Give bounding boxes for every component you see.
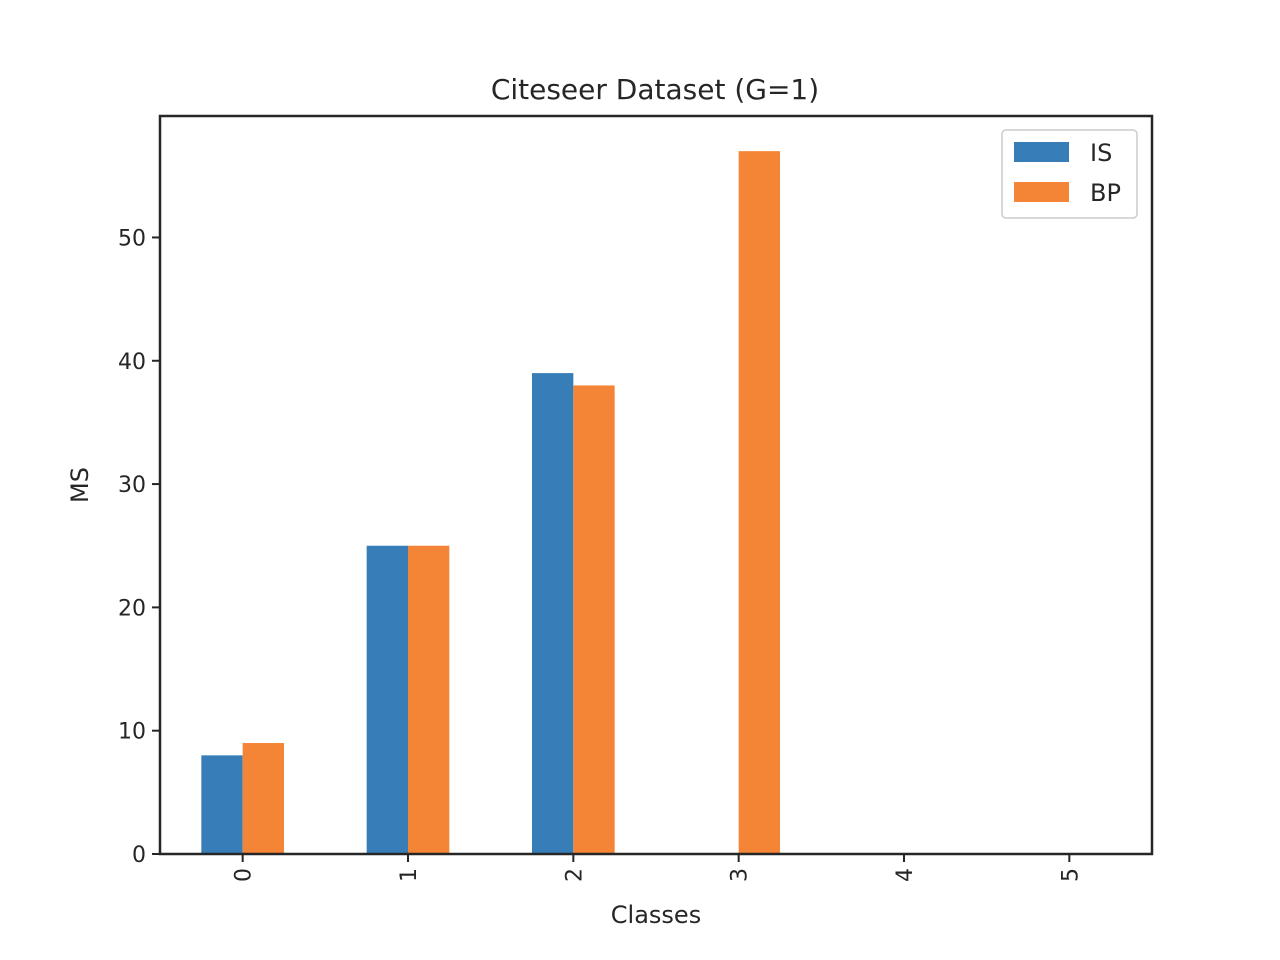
y-tick-label: 40 — [118, 350, 146, 375]
x-tick-label: 2 — [562, 868, 587, 882]
bar-bp-class-1 — [408, 545, 450, 854]
x-tick-label: 5 — [1058, 868, 1083, 882]
bar-bp-class-3 — [738, 151, 780, 855]
y-tick-label: 0 — [132, 843, 146, 868]
legend: IS BP — [1001, 129, 1138, 219]
bar-is-class-0 — [201, 755, 243, 854]
x-axis-label: Classes — [611, 901, 701, 929]
legend-label-is: IS — [1090, 139, 1112, 167]
x-tick-label: 4 — [893, 868, 918, 882]
y-tick-label: 20 — [118, 596, 146, 621]
x-tick-label: 3 — [728, 868, 753, 882]
y-tick-label: 50 — [118, 226, 146, 251]
bars — [201, 151, 780, 855]
bar-bp-class-0 — [242, 743, 284, 854]
bar-is-class-2 — [532, 373, 574, 854]
y-tick-label: 10 — [118, 720, 146, 745]
bar-is-class-1 — [366, 545, 408, 854]
legend-swatch-bp — [1014, 182, 1069, 202]
bar-bp-class-2 — [573, 385, 615, 854]
chart-title: Citeseer Dataset (G=1) — [491, 73, 819, 106]
y-axis-label: MS — [66, 467, 94, 503]
x-tick-label: 1 — [397, 868, 422, 882]
x-axis: 0 1 2 3 4 5 — [232, 854, 1083, 882]
y-axis: 0 10 20 30 40 50 — [118, 226, 160, 868]
legend-swatch-is — [1014, 142, 1069, 162]
y-tick-label: 30 — [118, 473, 146, 498]
legend-label-bp: BP — [1090, 179, 1121, 207]
x-tick-label: 0 — [232, 868, 257, 882]
